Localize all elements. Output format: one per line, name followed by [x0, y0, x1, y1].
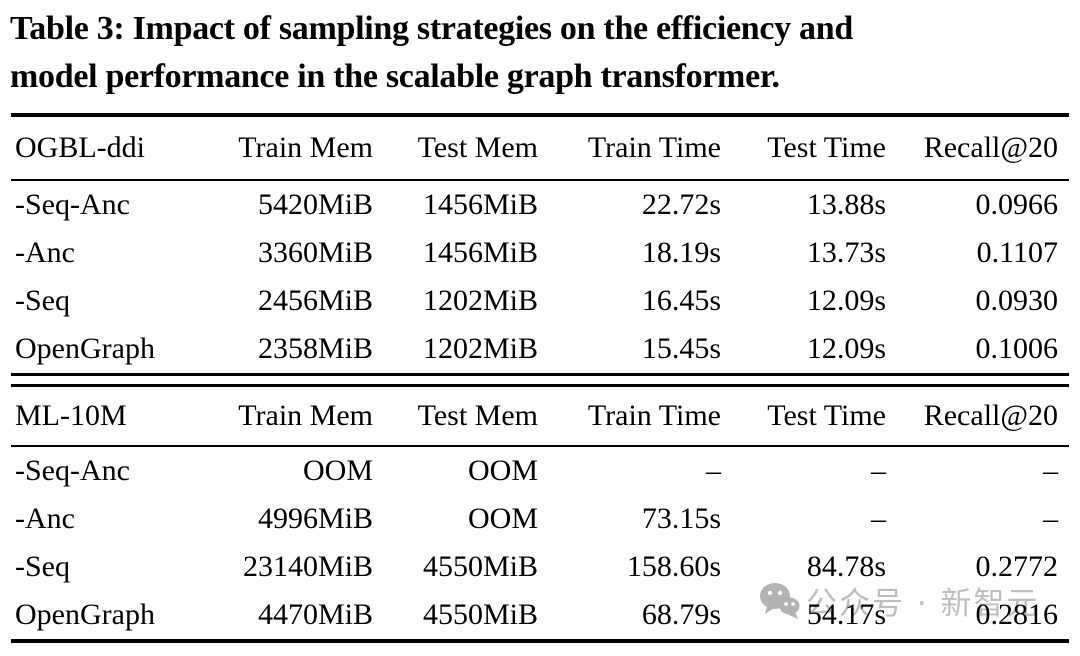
column-header: Train Time: [538, 385, 721, 447]
value-cell: 0.1006: [975, 332, 1059, 365]
header-row: ML-10M Train Mem Test Mem Train Time Test Ti…: [11, 385, 1069, 447]
value-cell: 1456MiB: [422, 236, 538, 269]
value-cell: 13.73s: [806, 236, 886, 269]
value-cell: 4996MiB: [257, 502, 373, 535]
column-header: Train Mem: [201, 115, 373, 181]
table-row: -Seq 2456MiB 1202MiB 16.45s 12.09s 0.0930: [11, 277, 1069, 325]
table-row: -Seq-Anc OOM OOM – – –: [11, 446, 1069, 495]
value-cell: –: [871, 454, 886, 487]
value-cell: 0.1107: [976, 236, 1058, 269]
value-cell: 23140MiB: [242, 550, 373, 583]
value-cell: 12.09s: [806, 284, 886, 317]
value-cell: 12.09s: [806, 332, 886, 365]
ml-10m-table: ML-10M Train Mem Test Mem Train Time Test Ti…: [11, 384, 1069, 643]
row-label: OpenGraph: [15, 598, 155, 631]
value-cell: 84.78s: [806, 550, 886, 583]
value-cell: 4550MiB: [422, 598, 538, 631]
row-label: -Seq: [15, 550, 70, 583]
column-header: Train Time: [538, 115, 721, 181]
value-cell: OOM: [302, 454, 373, 487]
value-cell: 1202MiB: [422, 284, 538, 317]
value-cell: 18.19s: [641, 236, 721, 269]
column-header: Train Mem: [201, 385, 373, 447]
watermark: 公众号 · 新智元: [758, 578, 1040, 623]
dataset-name-header: OGBL-ddi: [11, 115, 201, 181]
column-header: Recall@20: [886, 385, 1069, 447]
value-cell: 158.60s: [626, 550, 721, 583]
value-cell: 73.15s: [641, 502, 721, 535]
value-cell: 4550MiB: [422, 550, 538, 583]
value-cell: 3360MiB: [257, 236, 373, 269]
dataset-name-header: ML-10M: [11, 385, 201, 447]
value-cell: –: [1043, 454, 1058, 487]
value-cell: 0.0930: [975, 284, 1059, 317]
column-header: Test Time: [721, 115, 886, 181]
value-cell: 0.2816: [975, 598, 1059, 631]
value-cell: –: [871, 502, 886, 535]
watermark-text: 公众号 · 新智元: [806, 586, 1040, 622]
table-row: -Anc 4996MiB OOM 73.15s – –: [11, 495, 1069, 543]
ogbl-ddi-table: OGBL-ddi Train Mem Test Mem Train Time Test …: [11, 113, 1069, 376]
value-cell: OOM: [467, 502, 538, 535]
value-cell: 54.17s: [806, 598, 886, 631]
column-header: Recall@20: [886, 115, 1069, 181]
value-cell: 0.2772: [975, 550, 1059, 583]
value-cell: –: [706, 454, 721, 487]
value-cell: –: [1043, 502, 1058, 535]
value-cell: 15.45s: [641, 332, 721, 365]
value-cell: 22.72s: [641, 188, 721, 221]
value-cell: 1456MiB: [422, 188, 538, 221]
table-divider-gap: [11, 376, 1069, 384]
table-row: OpenGraph 2358MiB 1202MiB 15.45s 12.09s 0.100…: [11, 325, 1069, 375]
caption-line-2: model performance in the scalable graph …: [10, 58, 780, 95]
value-cell: 2358MiB: [257, 332, 373, 365]
row-label: OpenGraph: [15, 332, 155, 365]
column-header: Test Mem: [373, 115, 538, 181]
column-header: Test Mem: [373, 385, 538, 447]
row-label: -Seq-Anc: [15, 188, 130, 221]
value-cell: 1202MiB: [422, 332, 538, 365]
value-cell: 16.45s: [641, 284, 721, 317]
wechat-speech-bubbles-icon: [758, 579, 802, 623]
value-cell: 5420MiB: [257, 188, 373, 221]
value-cell: 2456MiB: [257, 284, 373, 317]
header-row: OGBL-ddi Train Mem Test Mem Train Time Test …: [11, 115, 1069, 181]
value-cell: 68.79s: [641, 598, 721, 631]
row-label: -Seq: [15, 284, 70, 317]
value-cell: OOM: [467, 454, 538, 487]
table-row: -Seq 23140MiB 4550MiB 158.60s 84.78s 0.2772: [11, 543, 1069, 591]
value-cell: 4470MiB: [257, 598, 373, 631]
value-cell: 13.88s: [806, 188, 886, 221]
column-header: Test Time: [721, 385, 886, 447]
results-tables: OGBL-ddi Train Mem Test Mem Train Time Test …: [11, 113, 1069, 643]
table-caption: Table 3: Impact of sampling strategies o…: [0, 0, 1080, 101]
caption-line-1: Table 3: Impact of sampling strategies o…: [10, 10, 853, 47]
table-row: OpenGraph 4470MiB 4550MiB 68.79s 54.17s 0.281…: [11, 591, 1069, 641]
table-row: -Seq-Anc 5420MiB 1456MiB 22.72s 13.88s 0.0966: [11, 180, 1069, 229]
row-label: -Anc: [15, 502, 75, 535]
row-label: -Anc: [15, 236, 75, 269]
value-cell: 0.0966: [975, 188, 1059, 221]
table-row: -Anc 3360MiB 1456MiB 18.19s 13.73s 0.1107: [11, 229, 1069, 277]
row-label: -Seq-Anc: [15, 454, 130, 487]
